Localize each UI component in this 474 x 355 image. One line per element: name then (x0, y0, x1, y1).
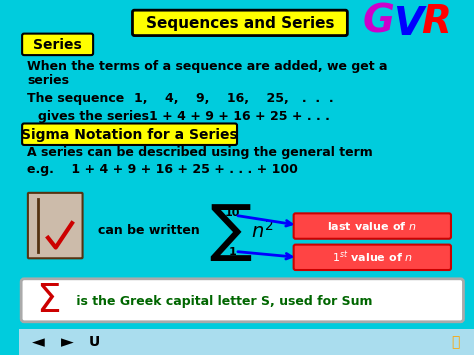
Text: The sequence: The sequence (27, 92, 124, 105)
Text: 1: 1 (228, 247, 236, 257)
Text: V: V (393, 5, 423, 43)
Text: $1^{st}$ value of $n$: $1^{st}$ value of $n$ (332, 250, 413, 265)
FancyBboxPatch shape (293, 245, 451, 270)
FancyBboxPatch shape (28, 193, 82, 258)
Text: last value of: last value of (0, 354, 1, 355)
Text: gives the series: gives the series (38, 110, 149, 123)
FancyBboxPatch shape (22, 124, 237, 145)
Text: ►: ► (61, 333, 73, 351)
Text: $\sum$: $\sum$ (209, 202, 252, 263)
Text: When the terms of a sequence are added, we get a: When the terms of a sequence are added, … (27, 60, 387, 73)
FancyBboxPatch shape (22, 34, 93, 55)
Text: A series can be described using the general term: A series can be described using the gene… (27, 146, 373, 159)
Text: ◄: ◄ (32, 333, 45, 351)
Text: series: series (27, 74, 69, 87)
FancyBboxPatch shape (19, 329, 474, 355)
Text: G: G (363, 3, 395, 41)
Text: $n^2$: $n^2$ (251, 220, 274, 242)
Text: e.g.    1 + 4 + 9 + 16 + 25 + . . . + 100: e.g. 1 + 4 + 9 + 16 + 25 + . . . + 100 (27, 163, 298, 176)
Text: 10: 10 (225, 208, 240, 218)
Text: $\Sigma$: $\Sigma$ (36, 282, 60, 320)
Text: Series: Series (33, 38, 82, 52)
Text: Sequences and Series: Sequences and Series (146, 16, 334, 31)
FancyBboxPatch shape (293, 213, 451, 239)
Text: last value of $n$: last value of $n$ (328, 220, 417, 232)
Text: 1,    4,    9,    16,    25,   .  .  .: 1, 4, 9, 16, 25, . . . (134, 92, 334, 105)
Text: Sigma Notation for a Series: Sigma Notation for a Series (21, 128, 238, 142)
Text: 🔊: 🔊 (452, 335, 460, 349)
Text: is the Greek capital letter S, used for Sum: is the Greek capital letter S, used for … (72, 295, 373, 308)
Text: 1 + 4 + 9 + 16 + 25 + . . .: 1 + 4 + 9 + 16 + 25 + . . . (149, 110, 329, 123)
FancyBboxPatch shape (21, 279, 464, 322)
Text: U: U (89, 335, 100, 349)
Text: 1: 1 (0, 354, 1, 355)
Text: R: R (422, 3, 452, 41)
FancyBboxPatch shape (132, 10, 347, 36)
Text: can be written: can be written (98, 224, 200, 237)
Text: n: n (0, 354, 1, 355)
